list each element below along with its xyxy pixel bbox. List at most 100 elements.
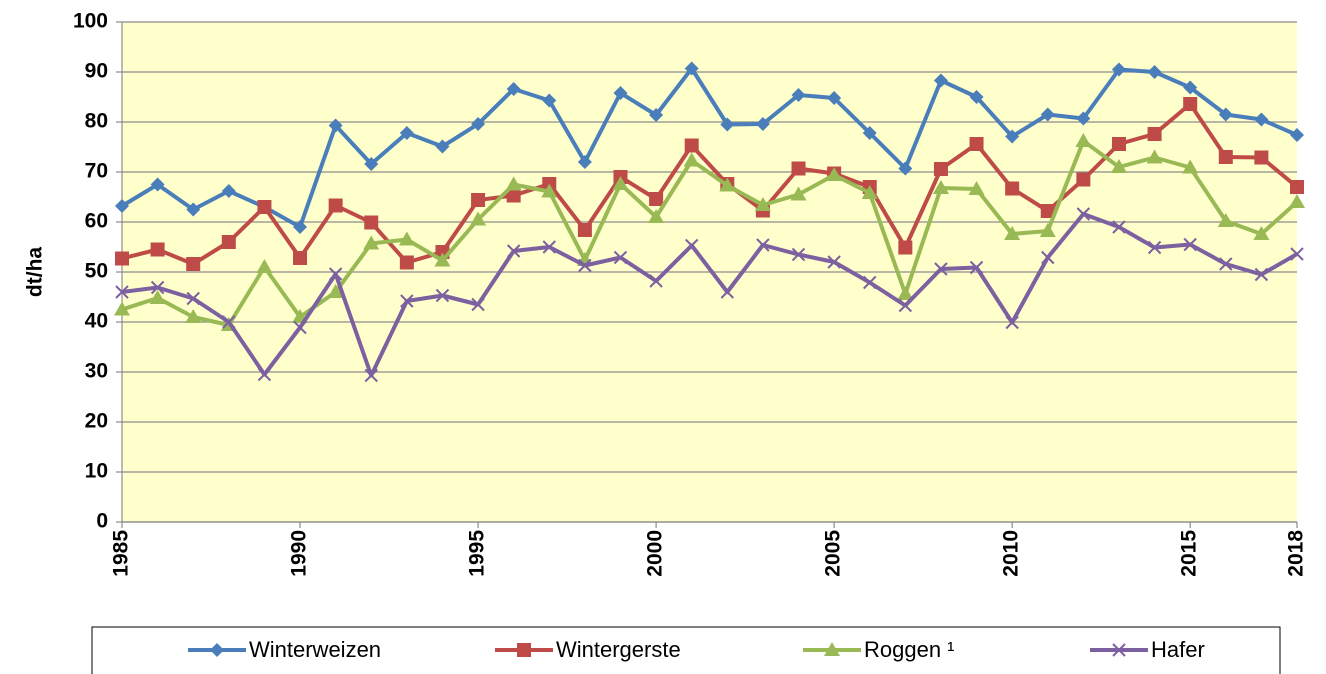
marker — [328, 267, 343, 281]
marker — [1005, 315, 1019, 330]
marker — [791, 247, 806, 262]
marker — [1217, 213, 1234, 227]
legend-label: Wintergerste — [556, 637, 681, 662]
marker — [1290, 128, 1304, 142]
marker — [398, 231, 415, 246]
marker — [898, 298, 913, 313]
x-tick-label: 1985 — [110, 530, 133, 577]
legend-box — [91, 626, 1281, 674]
marker — [790, 186, 807, 201]
marker — [186, 202, 201, 217]
marker — [684, 61, 699, 76]
marker — [506, 82, 521, 96]
marker — [968, 181, 985, 195]
series-line — [121, 139, 1299, 327]
y-tick-label: 70 — [85, 160, 108, 183]
y-tick-label: 20 — [85, 410, 108, 433]
marker — [1040, 107, 1055, 122]
marker — [149, 290, 166, 304]
marker — [613, 86, 628, 100]
marker — [1218, 150, 1233, 164]
marker — [186, 291, 200, 306]
marker — [471, 117, 486, 131]
marker — [1112, 220, 1126, 234]
marker — [933, 162, 948, 176]
x-tick-label: 2018 — [1285, 530, 1308, 577]
marker — [114, 301, 130, 316]
marker — [1254, 267, 1269, 282]
marker — [470, 211, 487, 226]
marker — [364, 368, 378, 383]
marker — [505, 176, 522, 191]
marker — [1005, 181, 1020, 196]
y-tick-label: 50 — [85, 260, 108, 283]
marker — [542, 240, 556, 254]
legend-entry: Winterweizen — [188, 637, 381, 662]
x-tick-label: 2005 — [822, 530, 845, 577]
marker — [577, 155, 592, 169]
marker — [684, 138, 699, 153]
x-tick-label: 2000 — [644, 530, 667, 577]
marker — [897, 286, 914, 300]
marker — [115, 251, 129, 266]
marker — [434, 252, 451, 267]
marker — [1290, 247, 1304, 261]
marker — [898, 240, 913, 255]
legend-label: Hafer — [1151, 637, 1205, 662]
marker — [932, 180, 949, 194]
y-tick-label: 90 — [85, 60, 108, 83]
series-line — [120, 66, 1298, 229]
marker — [327, 284, 344, 298]
marker — [719, 177, 736, 192]
marker — [1183, 97, 1198, 111]
marker — [1254, 112, 1269, 127]
marker — [1076, 111, 1091, 126]
marker — [1290, 180, 1304, 194]
marker — [898, 161, 913, 176]
marker — [612, 176, 629, 190]
legend-entry: Hafer — [1090, 637, 1205, 662]
marker — [363, 235, 380, 250]
marker — [934, 262, 948, 276]
x-tick-label: 1990 — [288, 530, 311, 577]
marker — [1147, 65, 1162, 79]
marker — [1039, 223, 1056, 237]
marker — [649, 274, 663, 288]
marker — [1147, 127, 1162, 141]
marker — [185, 309, 202, 323]
marker — [1111, 137, 1126, 151]
marker — [754, 197, 771, 211]
marker — [1076, 172, 1091, 187]
series-line — [121, 102, 1299, 266]
marker — [364, 215, 379, 230]
marker — [862, 126, 877, 140]
marker — [435, 288, 450, 303]
marker — [1289, 194, 1305, 208]
marker — [150, 280, 165, 295]
marker — [293, 320, 307, 335]
marker — [613, 250, 628, 265]
marker — [115, 199, 129, 213]
legend-label: Winterweizen — [249, 637, 381, 662]
marker — [969, 90, 984, 104]
marker — [826, 167, 843, 181]
marker — [969, 260, 984, 275]
marker — [542, 93, 557, 108]
marker — [256, 259, 273, 273]
marker — [221, 184, 236, 198]
marker — [399, 255, 414, 270]
marker — [720, 117, 735, 132]
marker — [861, 185, 878, 199]
marker — [1041, 250, 1055, 265]
marker — [257, 200, 272, 214]
marker — [115, 285, 129, 299]
marker — [577, 223, 592, 237]
marker — [827, 255, 841, 269]
legend-entry: Roggen ¹ — [803, 637, 955, 662]
marker — [648, 209, 665, 223]
marker — [1183, 80, 1198, 95]
marker — [1254, 150, 1269, 165]
marker — [1218, 107, 1233, 122]
marker — [400, 294, 414, 308]
y-tick-label: 10 — [85, 460, 108, 483]
